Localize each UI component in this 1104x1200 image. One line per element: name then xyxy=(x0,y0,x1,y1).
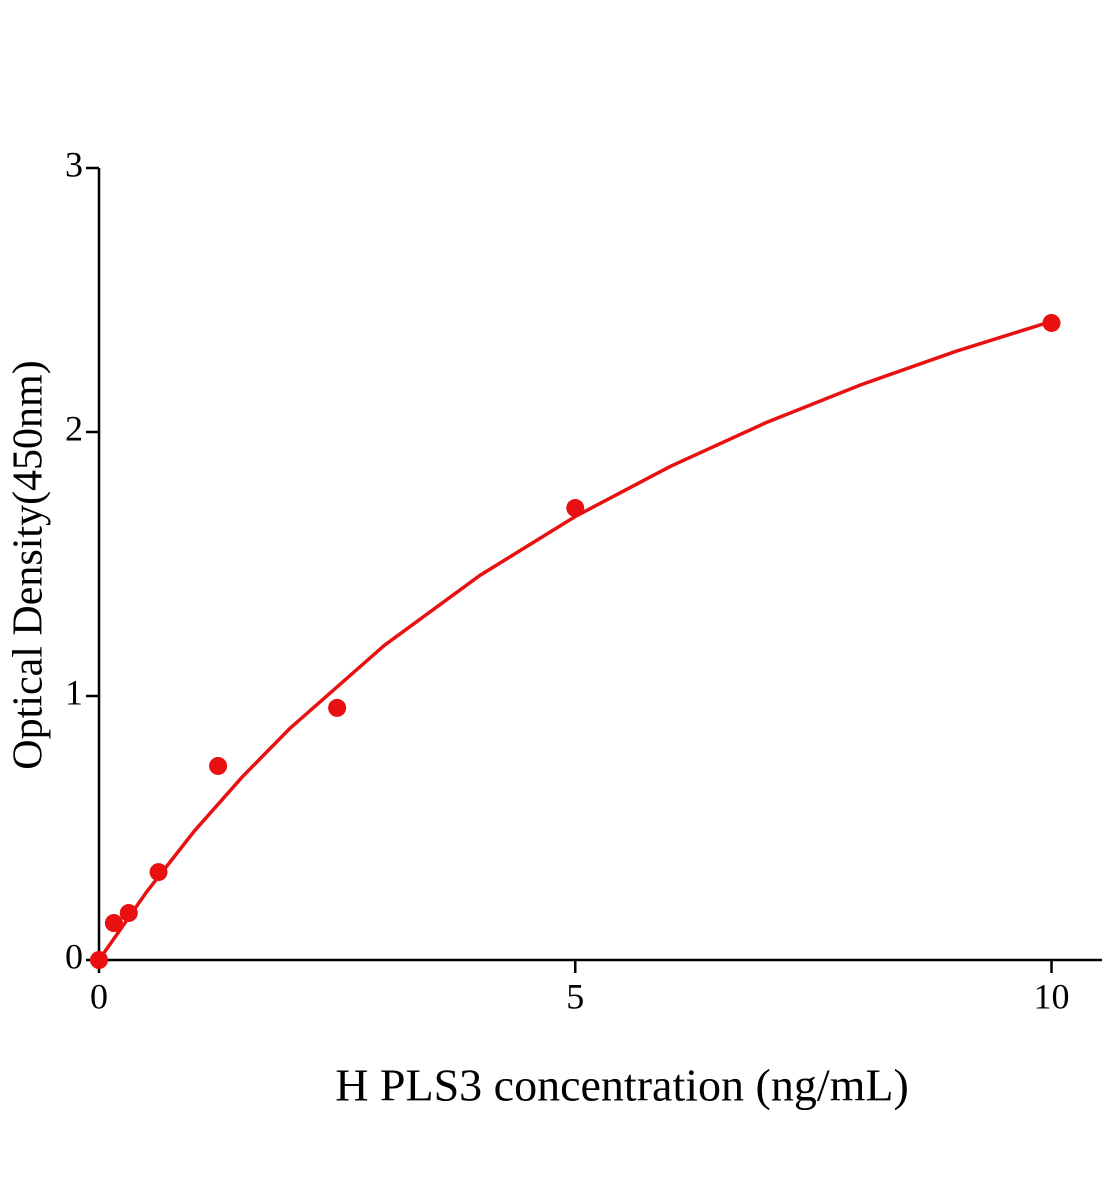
data-point xyxy=(104,914,123,933)
data-point xyxy=(149,863,168,882)
data-point xyxy=(119,904,138,923)
y-tick-label: 3 xyxy=(65,144,83,184)
x-axis-label: H PLS3 concentration (ng/mL) xyxy=(335,1060,909,1111)
data-point xyxy=(1042,313,1061,332)
y-tick-label: 0 xyxy=(65,936,83,976)
fit-curve xyxy=(97,319,1053,962)
data-point xyxy=(209,756,228,775)
x-tick-label: 10 xyxy=(1034,976,1070,1016)
x-tick-label: 0 xyxy=(90,976,108,1016)
y-tick-label: 1 xyxy=(65,672,83,712)
y-tick-label: 2 xyxy=(65,408,83,448)
y-axis-label: Optical Density(450nm) xyxy=(6,360,52,769)
data-point xyxy=(90,951,108,969)
data-point xyxy=(328,698,347,717)
x-tick-label: 5 xyxy=(566,976,584,1016)
data-point xyxy=(566,499,585,518)
